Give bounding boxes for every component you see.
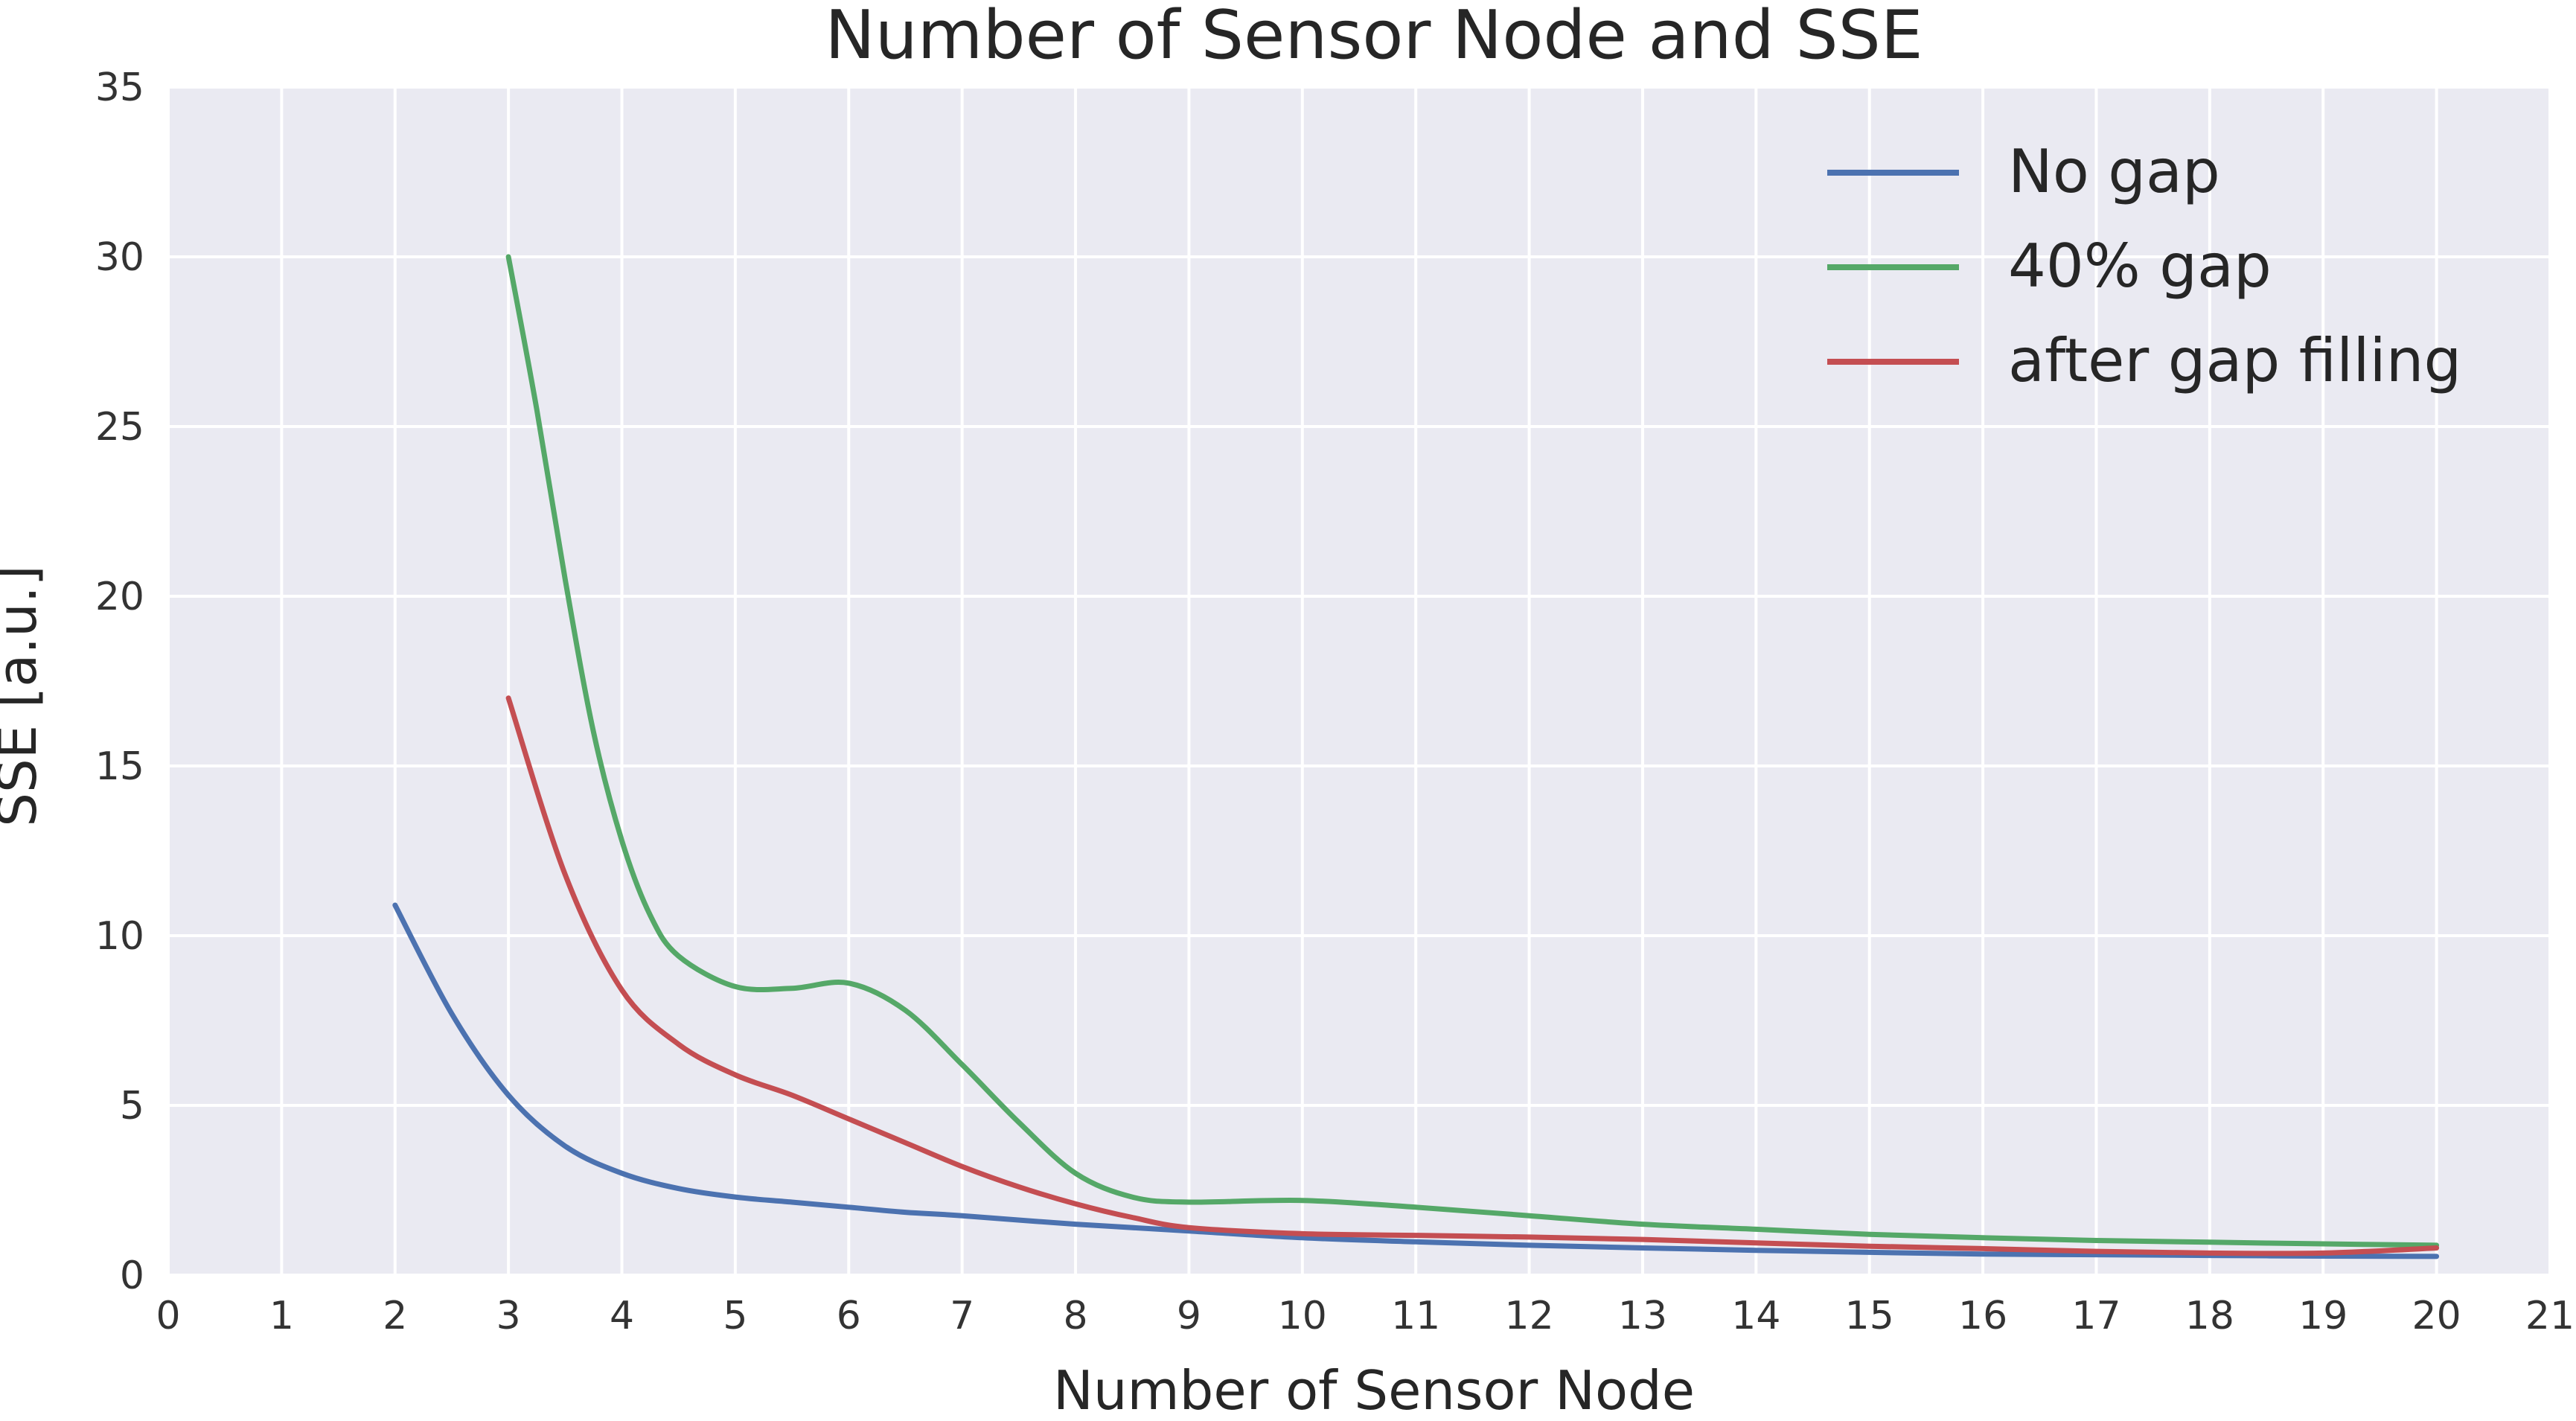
legend-label: No gap (2008, 137, 2220, 206)
plot-background (168, 87, 2550, 1275)
y-tick-label: 20 (95, 575, 144, 619)
series-group (392, 254, 2440, 1259)
x-tick-label: 16 (1958, 1294, 2007, 1338)
y-axis-title: SSE [a.u.] (0, 565, 48, 827)
legend-label: after gap filling (2008, 326, 2461, 395)
x-tick-label: 12 (1504, 1294, 1553, 1338)
x-tick-label: 5 (723, 1294, 747, 1338)
chart-title: Number of Sensor Node and SSE (825, 0, 1923, 74)
y-tick-label: 15 (95, 744, 144, 789)
x-tick-labels: 0 1 2 3 4 5 6 7 8 9 10 11 12 13 14 15 16 17 18 19 20 21 (156, 1294, 2575, 1338)
x-tick-label: 13 (1618, 1294, 1667, 1338)
x-axis-title: Number of Sensor Node (1053, 1359, 1695, 1421)
series-line-40-gap (505, 254, 2440, 1248)
series-line-no-gap (392, 902, 2440, 1259)
x-tick-label: 18 (2185, 1294, 2234, 1338)
grid (167, 86, 2551, 1277)
x-tick-label: 15 (1845, 1294, 1894, 1338)
x-tick-label: 14 (1731, 1294, 1780, 1338)
x-tick-label: 21 (2525, 1294, 2575, 1338)
x-tick-label: 1 (269, 1294, 294, 1338)
y-tick-labels: 0 5 10 15 20 25 30 35 (95, 66, 144, 1298)
series-line-after-gap-filling (505, 695, 2440, 1256)
y-tick-label: 10 (95, 914, 144, 959)
x-tick-label: 6 (837, 1294, 861, 1338)
x-tick-label: 17 (2071, 1294, 2120, 1338)
x-tick-label: 4 (610, 1294, 634, 1338)
x-tick-label: 2 (383, 1294, 407, 1338)
x-tick-label: 11 (1391, 1294, 1440, 1338)
y-tick-label: 25 (95, 405, 144, 450)
y-tick-label: 0 (120, 1254, 144, 1298)
x-tick-label: 20 (2412, 1294, 2461, 1338)
y-tick-label: 30 (95, 235, 144, 280)
x-tick-label: 3 (496, 1294, 521, 1338)
legend: No gap 40% gap after gap filling (1827, 137, 2461, 395)
y-tick-label: 5 (120, 1084, 144, 1128)
legend-label: 40% gap (2008, 231, 2272, 301)
x-tick-label: 9 (1177, 1294, 1201, 1338)
y-tick-label: 35 (95, 66, 144, 110)
x-tick-label: 0 (156, 1294, 180, 1338)
x-tick-label: 19 (2298, 1294, 2348, 1338)
x-tick-label: 7 (950, 1294, 974, 1338)
x-tick-label: 10 (1278, 1294, 1327, 1338)
x-tick-label: 8 (1064, 1294, 1088, 1338)
